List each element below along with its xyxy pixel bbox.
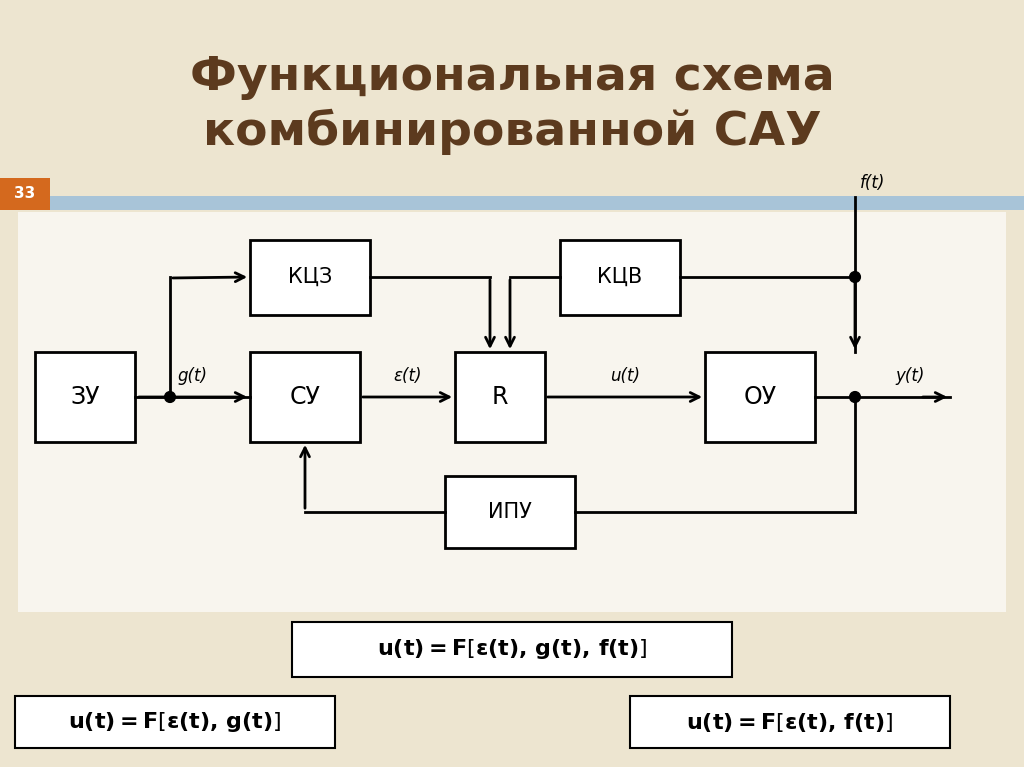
Circle shape — [850, 392, 860, 403]
Circle shape — [850, 272, 860, 282]
Text: ОУ: ОУ — [743, 385, 776, 409]
Text: комбинированной САУ: комбинированной САУ — [203, 109, 821, 155]
Bar — [292, 621, 732, 676]
Text: КЦВ: КЦВ — [597, 267, 643, 287]
Text: ИПУ: ИПУ — [488, 502, 531, 522]
Bar — [445, 476, 575, 548]
Bar — [0, 178, 50, 210]
Bar — [455, 352, 545, 442]
Bar — [705, 352, 815, 442]
Text: g(t): g(t) — [177, 367, 208, 385]
Bar — [15, 696, 335, 748]
Text: y(t): y(t) — [895, 367, 925, 385]
Text: Функциональная схема: Функциональная схема — [189, 54, 835, 100]
Text: f(t): f(t) — [860, 174, 886, 192]
Bar — [560, 239, 680, 314]
Bar — [0, 196, 1024, 210]
Text: $\mathbf{u(t) = F\left[\varepsilon(t),\,g(t),\,f(t)\right]}$: $\mathbf{u(t) = F\left[\varepsilon(t),\,… — [377, 637, 647, 661]
Bar — [250, 352, 360, 442]
Text: $\mathbf{u(t) = F\left[\varepsilon(t),\,g(t)\right]}$: $\mathbf{u(t) = F\left[\varepsilon(t),\,… — [69, 710, 282, 734]
Circle shape — [165, 392, 175, 403]
Bar — [18, 212, 1006, 612]
Text: СУ: СУ — [290, 385, 321, 409]
Bar — [250, 239, 370, 314]
Text: ε(t): ε(t) — [393, 367, 422, 385]
Text: КЦЗ: КЦЗ — [288, 267, 332, 287]
Bar — [630, 696, 950, 748]
Text: ЗУ: ЗУ — [71, 385, 99, 409]
Text: u(t): u(t) — [610, 367, 640, 385]
Bar — [35, 352, 135, 442]
Text: 33: 33 — [14, 186, 36, 202]
Text: $\mathbf{u(t) = F\left[\varepsilon(t),\,f(t)\right]}$: $\mathbf{u(t) = F\left[\varepsilon(t),\,… — [686, 710, 894, 733]
Bar — [0, 0, 1024, 197]
Text: R: R — [492, 385, 508, 409]
